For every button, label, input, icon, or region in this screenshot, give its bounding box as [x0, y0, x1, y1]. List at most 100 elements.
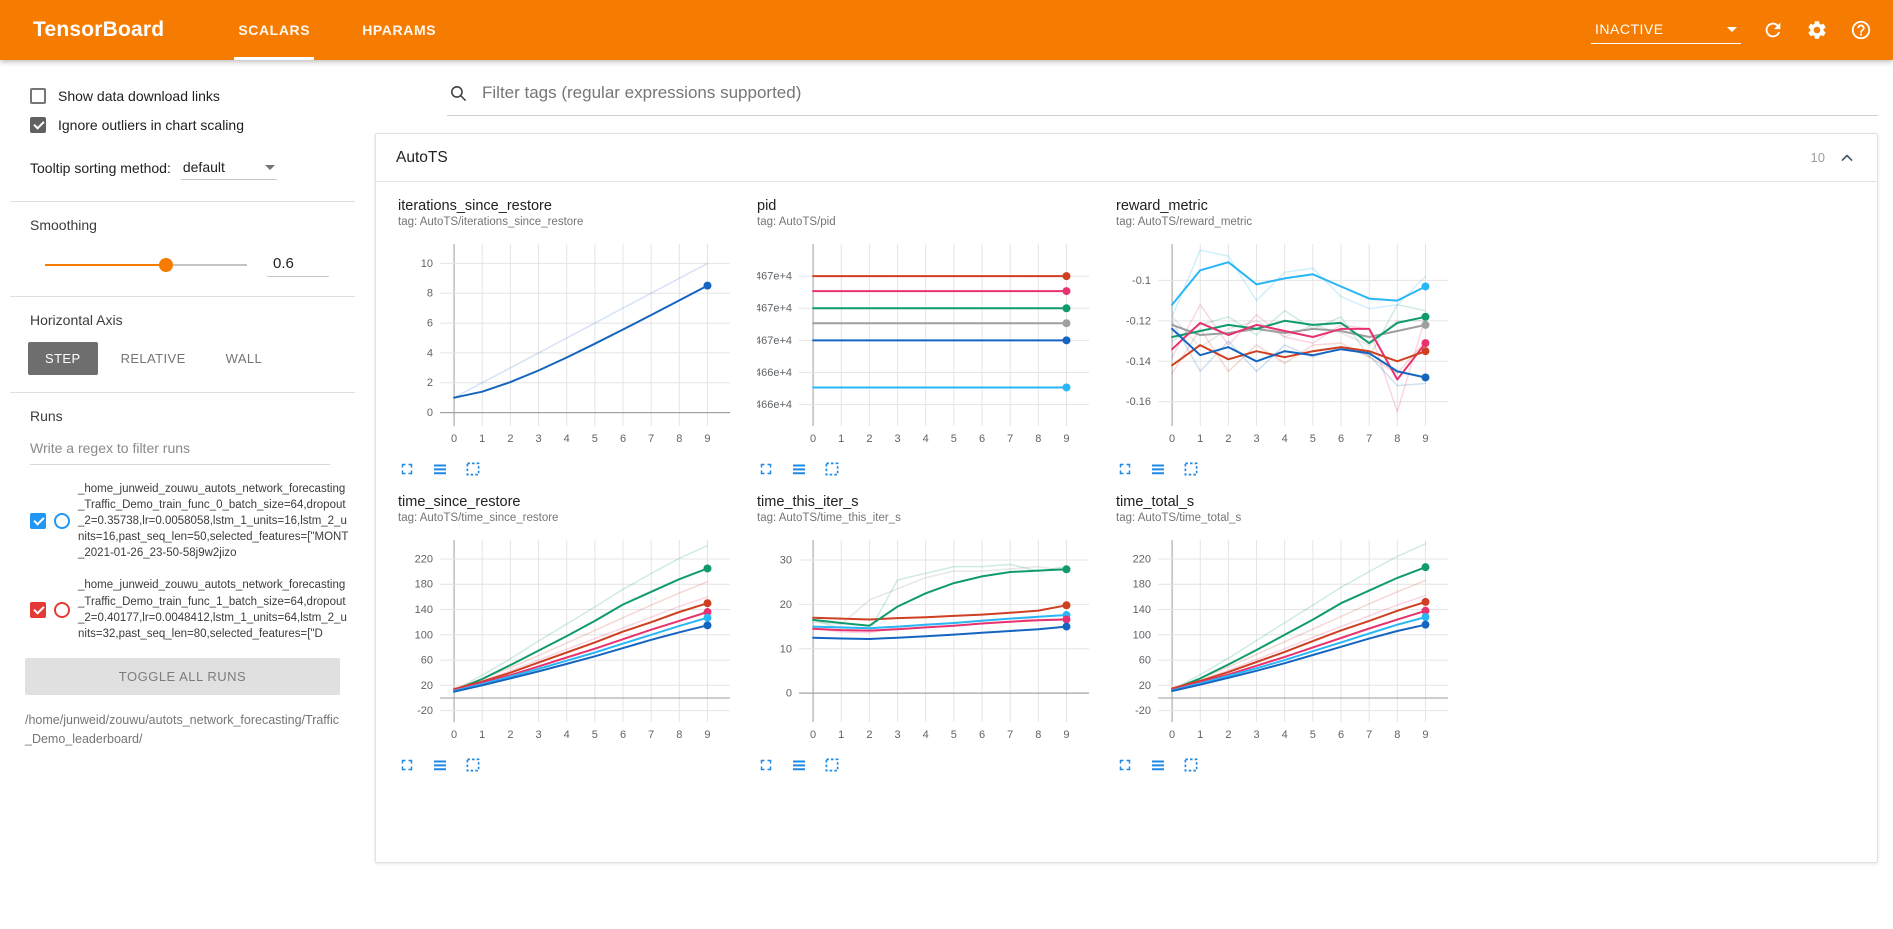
- tooltip-sorting-select[interactable]: default: [180, 156, 277, 180]
- smoothing-value[interactable]: 0.6: [267, 253, 329, 277]
- card-title: AutoTS: [396, 148, 448, 166]
- svg-text:0: 0: [786, 688, 792, 700]
- svg-text:-20: -20: [1135, 705, 1151, 717]
- svg-text:0: 0: [810, 433, 816, 445]
- tag-filter-input[interactable]: [480, 82, 1876, 104]
- chart-toolbar: [398, 460, 743, 478]
- toggle-all-runs-button[interactable]: TOGGLE ALL RUNS: [25, 657, 340, 695]
- chart-menu-icon[interactable]: [790, 756, 808, 774]
- run-item[interactable]: _home_junweid_zouwu_autots_network_forec…: [30, 577, 355, 641]
- expand-chart-icon[interactable]: [757, 460, 775, 478]
- svg-text:1: 1: [838, 433, 844, 445]
- chart-menu-icon[interactable]: [790, 460, 808, 478]
- refresh-icon[interactable]: [1761, 18, 1785, 42]
- run-radio[interactable]: [54, 513, 70, 530]
- expand-chart-icon[interactable]: [398, 460, 416, 478]
- tab-hparams[interactable]: HPARAMS: [362, 22, 437, 38]
- settings-checkbox[interactable]: [30, 88, 46, 104]
- svg-text:1: 1: [1197, 433, 1203, 445]
- smoothing-slider-thumb[interactable]: [159, 258, 174, 272]
- chart-card: time_this_iter_s tag: AutoTS/time_this_i…: [757, 494, 1102, 774]
- runs-filter-input[interactable]: [30, 434, 330, 465]
- svg-text:2: 2: [1225, 433, 1231, 445]
- svg-text:8: 8: [676, 433, 682, 445]
- run-checkbox[interactable]: [30, 513, 46, 530]
- svg-text:10: 10: [780, 643, 792, 655]
- svg-text:6: 6: [620, 433, 626, 445]
- settings-gear-icon[interactable]: [1805, 18, 1829, 42]
- svg-text:8: 8: [1035, 729, 1041, 741]
- checkbox-label: Ignore outliers in chart scaling: [58, 117, 244, 133]
- expand-chart-icon[interactable]: [398, 756, 416, 774]
- svg-text:9: 9: [704, 433, 710, 445]
- chart-card: iterations_since_restore tag: AutoTS/ite…: [398, 198, 743, 478]
- svg-text:-0.16: -0.16: [1126, 396, 1151, 408]
- svg-text:220: 220: [1133, 553, 1151, 565]
- chart-plot: 0 1 2 3 4 5 6 7 8 9 30 20 10 0: [757, 532, 1102, 749]
- chart-toolbar: [757, 756, 1102, 774]
- svg-text:7: 7: [1007, 729, 1013, 741]
- svg-text:1: 1: [479, 433, 485, 445]
- svg-text:8: 8: [1394, 433, 1400, 445]
- fit-domain-icon[interactable]: [464, 756, 482, 774]
- svg-text:0: 0: [1169, 433, 1175, 445]
- chart-tag: tag: AutoTS/pid: [757, 216, 836, 228]
- help-icon[interactable]: [1849, 18, 1873, 42]
- collapse-chevron-up-icon[interactable]: [1837, 148, 1857, 168]
- chart-menu-icon[interactable]: [1149, 756, 1167, 774]
- chart-plot: 0 1 2 3 4 5 6 7 8 9 0 2 4 6 8 10: [398, 236, 743, 453]
- svg-text:3: 3: [535, 729, 541, 741]
- horizontal-axis-buttons: STEP RELATIVE WALL: [0, 328, 365, 377]
- status-select[interactable]: INACTIVE: [1591, 16, 1741, 44]
- chart-plot: 0 1 2 3 4 5 6 7 8 9 220 180 140 100 60 20 -20: [1116, 532, 1461, 749]
- tab-scalars[interactable]: SCALARS: [212, 0, 336, 60]
- axis-option-relative[interactable]: RELATIVE: [120, 351, 186, 366]
- run-item[interactable]: _home_junweid_zouwu_autots_network_forec…: [30, 481, 355, 561]
- chart-menu-icon[interactable]: [431, 460, 449, 478]
- svg-text:4: 4: [1282, 729, 1288, 741]
- svg-text:0: 0: [427, 407, 433, 419]
- svg-text:1: 1: [1197, 729, 1203, 741]
- expand-chart-icon[interactable]: [1116, 460, 1134, 478]
- chart-title: pid: [757, 198, 777, 214]
- run-radio[interactable]: [54, 601, 70, 618]
- svg-text:0: 0: [1169, 729, 1175, 741]
- fit-domain-icon[interactable]: [1182, 756, 1200, 774]
- axis-option-step[interactable]: STEP: [28, 342, 98, 375]
- ignore-outliers-option[interactable]: Ignore outliers in chart scaling: [0, 111, 365, 140]
- svg-text:4: 4: [923, 433, 929, 445]
- chart-title: time_this_iter_s: [757, 494, 859, 510]
- svg-text:7: 7: [1366, 433, 1372, 445]
- svg-text:-0.14: -0.14: [1126, 356, 1151, 368]
- svg-text:8: 8: [427, 288, 433, 300]
- svg-text:140: 140: [415, 604, 433, 616]
- chart-menu-icon[interactable]: [1149, 460, 1167, 478]
- fit-domain-icon[interactable]: [823, 756, 841, 774]
- svg-text:5: 5: [951, 729, 957, 741]
- smoothing-slider[interactable]: [45, 258, 247, 272]
- svg-text:3: 3: [894, 433, 900, 445]
- tooltip-sorting-row: Tooltip sorting method: default: [0, 140, 365, 186]
- svg-text:9: 9: [1063, 729, 1069, 741]
- settings-checkbox[interactable]: [30, 117, 46, 133]
- svg-text:6: 6: [427, 318, 433, 330]
- tooltip-sorting-value: default: [182, 159, 225, 175]
- svg-text:0: 0: [451, 729, 457, 741]
- chart-grid: iterations_since_restore tag: AutoTS/ite…: [376, 182, 1877, 790]
- fit-domain-icon[interactable]: [464, 460, 482, 478]
- autots-card-header[interactable]: AutoTS 10: [376, 134, 1877, 182]
- svg-text:7: 7: [648, 433, 654, 445]
- expand-chart-icon[interactable]: [1116, 756, 1134, 774]
- axis-option-wall[interactable]: WALL: [225, 351, 263, 366]
- svg-text:2: 2: [427, 377, 433, 389]
- fit-domain-icon[interactable]: [823, 460, 841, 478]
- expand-chart-icon[interactable]: [757, 756, 775, 774]
- fit-domain-icon[interactable]: [1182, 460, 1200, 478]
- run-checkbox[interactable]: [30, 601, 46, 618]
- show-download-links-option[interactable]: Show data download links: [0, 82, 365, 111]
- chart-menu-icon[interactable]: [431, 756, 449, 774]
- main-content: AutoTS 10 iterations_since_restore tag: …: [365, 60, 1893, 929]
